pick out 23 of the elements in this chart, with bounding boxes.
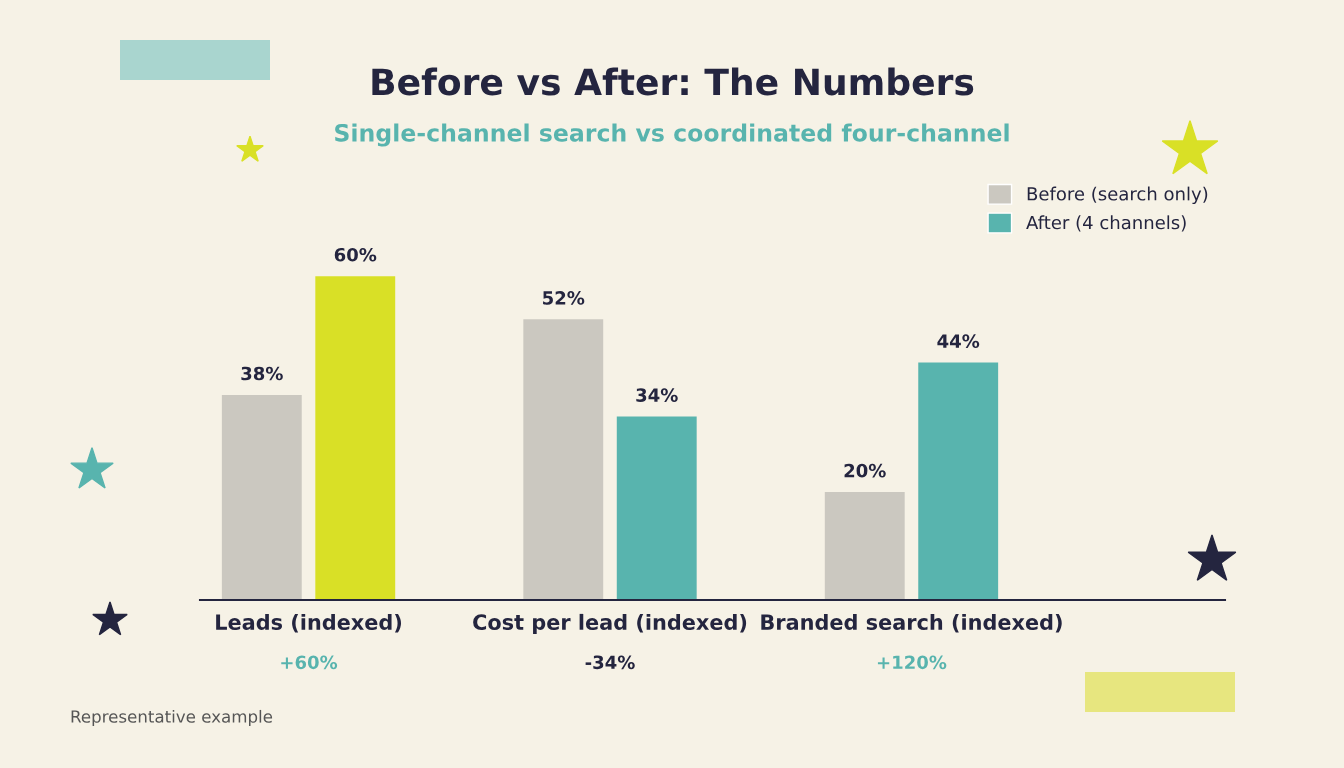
chart-subtitle: Single-channel search vs coordinated four-channel (335, 123, 1009, 147)
text: +60% (281, 655, 338, 670)
text: Representative example (71, 709, 273, 727)
chart-title: Before vs After: The Numbers (372, 67, 974, 96)
legend-label: Before (search only) (1027, 186, 1208, 205)
data-label: 60% (334, 247, 377, 262)
bar (221, 394, 302, 600)
data-label: 34% (636, 388, 678, 402)
bar (315, 276, 396, 600)
bar (824, 492, 905, 600)
bar (523, 319, 604, 600)
data-label: 20% (844, 463, 886, 478)
x-tick-label: Cost per lead (indexed) (473, 613, 747, 635)
data-label: 38% (241, 366, 283, 381)
bar (616, 416, 697, 600)
text: -34% (585, 655, 635, 670)
legend-label: After (4 channels) (1026, 215, 1186, 232)
x-tick-label: Branded search (indexed) (761, 613, 1062, 633)
data-label: 52% (543, 291, 585, 305)
x-tick-label: Leads (indexed) (216, 613, 402, 633)
bar (918, 362, 999, 600)
data-label: 44% (937, 334, 980, 348)
text: +120% (877, 655, 947, 670)
